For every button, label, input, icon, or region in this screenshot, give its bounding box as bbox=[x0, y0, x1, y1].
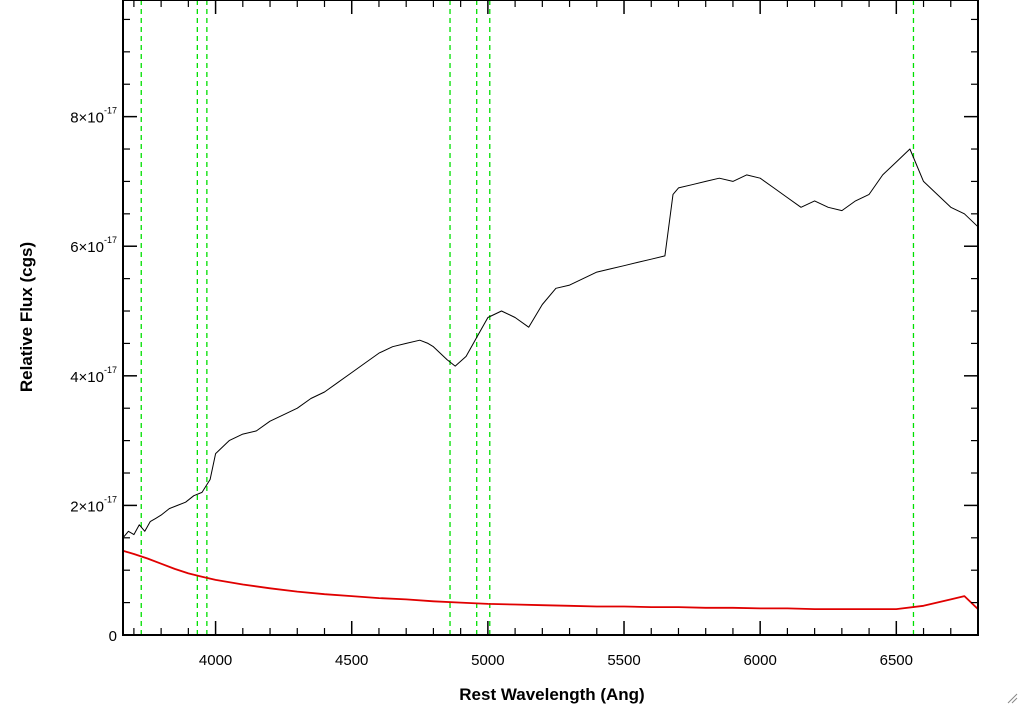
y-axis: 0 2×10-17 4×10-17 6×10-17 8×10-17 bbox=[70, 18, 978, 645]
plot-frame bbox=[122, 0, 979, 636]
x-axis: 4000 4500 5000 5500 6000 6500 bbox=[133, 0, 979, 669]
x-tick-label: 5500 bbox=[607, 652, 640, 669]
y-tick-label: 4×10-17 bbox=[70, 365, 117, 386]
series-layer bbox=[122, 148, 979, 610]
y-axis-title: Relative Flux (cgs) bbox=[17, 242, 36, 392]
y-tick-label: 8×10-17 bbox=[70, 106, 117, 127]
x-tick-label: 4000 bbox=[199, 652, 232, 669]
x-tick-label: 5000 bbox=[471, 652, 504, 669]
series-1-line bbox=[122, 549, 979, 610]
reference-lines bbox=[140, 0, 915, 635]
x-axis-title: Rest Wavelength (Ang) bbox=[459, 685, 644, 704]
plot-border bbox=[122, 0, 979, 636]
x-tick-label: 6500 bbox=[880, 652, 913, 669]
resize-grip-icon[interactable] bbox=[1006, 692, 1018, 704]
y-tick-label: 0 bbox=[109, 628, 117, 645]
x-tick-label: 6000 bbox=[743, 652, 776, 669]
y-tick-label: 6×10-17 bbox=[70, 235, 117, 256]
y-tick-label: 2×10-17 bbox=[70, 494, 117, 515]
series-0-line bbox=[122, 148, 979, 539]
x-tick-label: 4500 bbox=[335, 652, 368, 669]
